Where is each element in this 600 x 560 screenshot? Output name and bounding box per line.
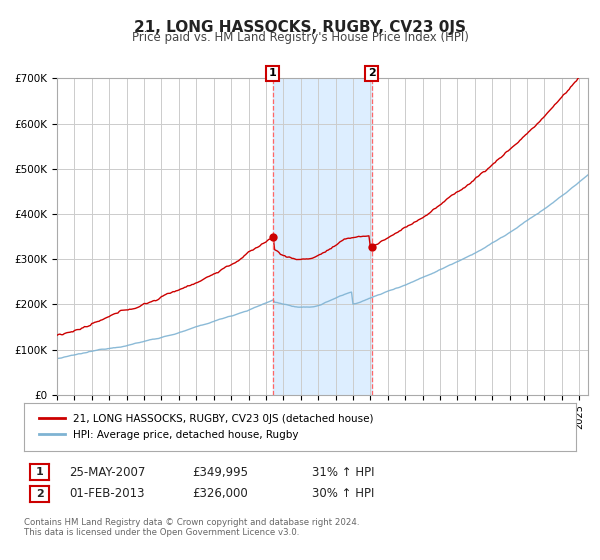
- Text: 21, LONG HASSOCKS, RUGBY, CV23 0JS: 21, LONG HASSOCKS, RUGBY, CV23 0JS: [134, 20, 466, 35]
- Text: 25-MAY-2007: 25-MAY-2007: [69, 465, 145, 479]
- Text: 2: 2: [368, 68, 376, 78]
- Bar: [272, 78, 372, 395]
- Text: £326,000: £326,000: [192, 487, 248, 501]
- Text: 01-FEB-2013: 01-FEB-2013: [69, 487, 145, 501]
- Text: Price paid vs. HM Land Registry's House Price Index (HPI): Price paid vs. HM Land Registry's House …: [131, 31, 469, 44]
- Text: Contains HM Land Registry data © Crown copyright and database right 2024.
This d: Contains HM Land Registry data © Crown c…: [24, 518, 359, 538]
- Text: 2: 2: [36, 489, 43, 499]
- Text: £349,995: £349,995: [192, 465, 248, 479]
- Text: 1: 1: [36, 467, 43, 477]
- Text: 1: 1: [269, 68, 277, 78]
- Legend: 21, LONG HASSOCKS, RUGBY, CV23 0JS (detached house), HPI: Average price, detache: 21, LONG HASSOCKS, RUGBY, CV23 0JS (deta…: [35, 410, 378, 444]
- Text: 30% ↑ HPI: 30% ↑ HPI: [312, 487, 374, 501]
- Text: 31% ↑ HPI: 31% ↑ HPI: [312, 465, 374, 479]
